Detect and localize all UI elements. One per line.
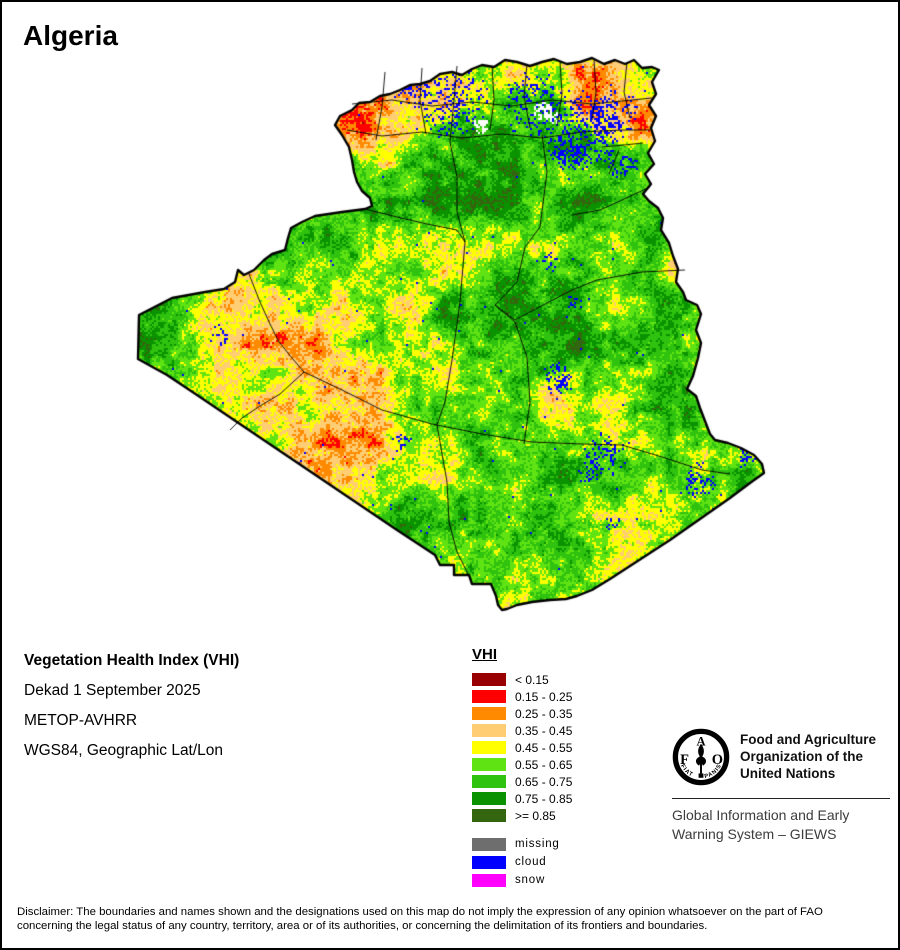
fao-org-line: Food and Agriculture — [740, 732, 876, 747]
legend-label: 0.35 - 0.45 — [515, 723, 573, 738]
disclaimer-text: Disclaimer: The boundaries and names sho… — [17, 906, 893, 933]
map-info-block: Vegetation Health Index (VHI) Dekad 1 Se… — [24, 652, 239, 772]
legend-row: < 0.15 — [472, 671, 572, 688]
legend-swatch — [472, 855, 506, 869]
fao-logo-letter-f: F — [680, 752, 689, 768]
legend-swatch — [472, 724, 506, 737]
legend-gap — [472, 824, 572, 835]
disclaimer-line: concerning the legal status of any count… — [17, 919, 708, 932]
fao-logo-wheat-leaf-left — [695, 756, 701, 766]
fao-logo-wheat-grain — [698, 744, 704, 758]
info-product-name: Vegetation Health Index (VHI) — [24, 652, 240, 669]
fao-org-line: Organization of the — [740, 749, 863, 764]
fao-divider — [672, 798, 890, 799]
legend-row: 0.35 - 0.45 — [472, 722, 572, 739]
legend-row: 0.15 - 0.25 — [472, 688, 572, 705]
fao-org-line: United Nations — [740, 766, 836, 781]
legend-swatch — [472, 673, 506, 686]
fao-org-name: Food and Agriculture Organization of the… — [740, 728, 876, 782]
legend-title: VHI — [472, 646, 498, 663]
legend-row: 0.25 - 0.35 — [472, 705, 572, 722]
legend-label: 0.65 - 0.75 — [515, 774, 573, 789]
legend-row: 0.75 - 0.85 — [472, 790, 572, 807]
legend-swatch — [472, 741, 506, 754]
legend-special-list: missing cloud snow — [472, 835, 572, 889]
page-title: Algeria — [23, 20, 118, 51]
legend-row: 0.65 - 0.75 — [472, 773, 572, 790]
legend-row: cloud — [472, 853, 572, 871]
legend-label: < 0.15 — [515, 672, 549, 687]
legend-label: >= 0.85 — [515, 808, 556, 823]
legend-label: 0.55 - 0.65 — [515, 757, 573, 772]
info-sensor: METOP-AVHRR — [24, 712, 138, 729]
fao-block: F A O FIAT PANIS Food and Agriculture Or… — [672, 728, 890, 844]
legend-swatch — [472, 792, 506, 805]
legend-row: 0.45 - 0.55 — [472, 739, 572, 756]
legend-label: 0.15 - 0.25 — [515, 689, 573, 704]
fao-logo-letter-o: O — [712, 752, 723, 768]
disclaimer-line: Disclaimer: The boundaries and names sho… — [17, 906, 823, 918]
legend-class-list: < 0.15 0.15 - 0.25 0.25 - 0.35 0.35 - 0.45 0… — [472, 671, 572, 824]
legend-swatch — [472, 775, 506, 788]
vhi-legend: VHI < 0.15 0.15 - 0.25 0.25 - 0.35 0.35 - 0… — [472, 646, 572, 889]
fao-logo: F A O FIAT PANIS — [672, 728, 730, 786]
legend-swatch — [472, 690, 506, 703]
legend-row: missing — [472, 835, 572, 853]
legend-swatch — [472, 837, 506, 851]
legend-swatch — [472, 707, 506, 720]
giews-label: Global Information and Early Warning Sys… — [672, 806, 890, 844]
legend-label: 0.25 - 0.35 — [515, 706, 573, 721]
legend-label: snow — [515, 874, 546, 886]
fao-logo-letter-a: A — [696, 734, 705, 748]
legend-row: 0.55 - 0.65 — [472, 756, 572, 773]
legend-swatch — [472, 873, 506, 887]
fao-logo-base-bar — [698, 773, 704, 778]
fao-logo-wheat-leaf-right — [701, 756, 707, 766]
legend-label: 0.75 - 0.85 — [515, 791, 573, 806]
legend-label: cloud — [515, 856, 547, 868]
legend-label: 0.45 - 0.55 — [515, 740, 573, 755]
legend-row: >= 0.85 — [472, 807, 572, 824]
info-projection: WGS84, Geographic Lat/Lon — [24, 742, 224, 759]
legend-row: snow — [472, 871, 572, 889]
giews-line: Global Information and Early — [672, 807, 850, 823]
legend-swatch — [472, 758, 506, 771]
legend-label: missing — [515, 838, 560, 850]
giews-line: Warning System – GIEWS — [672, 826, 837, 842]
legend-swatch — [472, 809, 506, 822]
info-dekad: Dekad 1 September 2025 — [24, 682, 201, 699]
